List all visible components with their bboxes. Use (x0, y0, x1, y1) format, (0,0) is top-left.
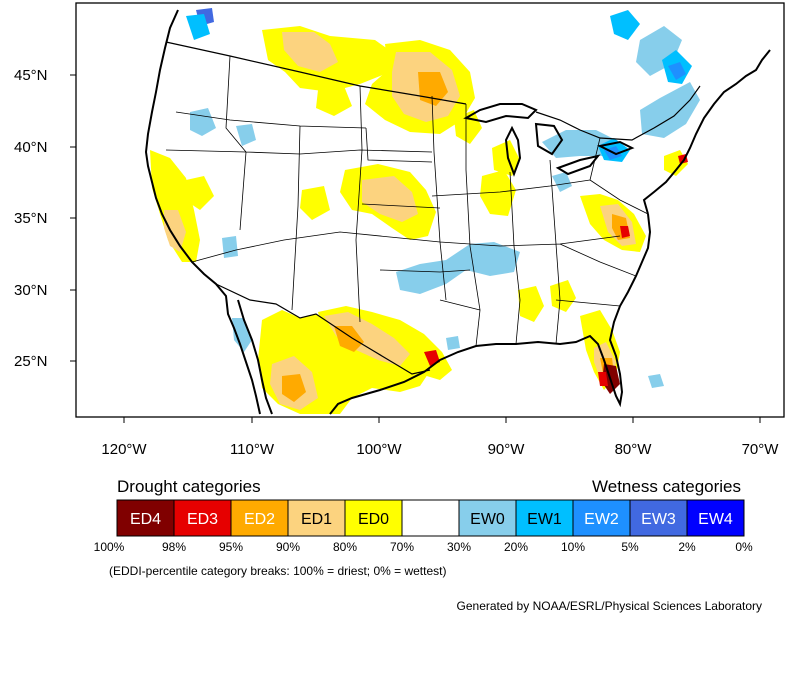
lon-label-80: 80°W (615, 441, 653, 458)
ed0-wyoming-spot (316, 86, 352, 116)
ew0-ohio-spot (552, 172, 572, 192)
lon-label-70: 70°W (742, 441, 780, 458)
ed0-michigan-spot (492, 140, 520, 176)
legend-label-ed2: ED2 (244, 511, 275, 528)
legend-break-label: 100% (94, 540, 125, 554)
legend-label-ed3: ED3 (187, 511, 218, 528)
ed0-california-region (150, 150, 200, 262)
lon-label-100: 100°W (356, 441, 402, 458)
legend-swatch-ew2 (572, 499, 631, 537)
ed0-missouri-spot (480, 170, 516, 216)
lat-label-25: 25°N (14, 353, 48, 370)
legend-swatch-ew4 (686, 499, 745, 537)
ed0-wisconsin-spot (454, 110, 482, 144)
baja-coastline (237, 299, 273, 415)
lat-label-30: 30°N (14, 282, 48, 299)
lat-label-45: 45°N (14, 67, 48, 84)
gulf-coastline (329, 213, 652, 415)
canada-border (165, 41, 701, 141)
ed0-colorado-spot (300, 186, 330, 220)
boundaries (144, 9, 771, 415)
ew1-canada-area (610, 10, 640, 40)
legend-swatch-ed1 (287, 499, 346, 537)
ew0-florida-spot (648, 374, 664, 388)
credit-text: Generated by NOAA/ESRL/Physical Sciences… (457, 599, 762, 613)
ew0-arkansas-area (396, 242, 520, 294)
lat-axis: 45°N 40°N 35°N 30°N 25°N (14, 67, 76, 370)
legend-swatch-ed0 (344, 499, 403, 537)
legend-swatch-ed2 (230, 499, 289, 537)
lat-label-40: 40°N (14, 139, 48, 156)
atlantic-coastline (642, 49, 771, 215)
ed1-plains-area (362, 176, 418, 222)
ed3-florida-spot (598, 372, 608, 386)
legend-swatch-ew1 (515, 499, 574, 537)
ed2-texas-area (334, 326, 364, 352)
ed1-montana-area (282, 32, 338, 72)
legend-swatch-ed3 (173, 499, 232, 537)
ed1-california-area (164, 210, 186, 252)
lon-axis: 120°W 110°W 100°W 90°W 80°W 70°W (101, 417, 779, 458)
ed3-virginia-spot (620, 226, 630, 238)
ed0-georgia-spot (550, 280, 576, 312)
lat-label-35: 35°N (14, 210, 48, 227)
lake-ontario (596, 140, 635, 156)
legend-label-ew3: EW3 (641, 511, 676, 528)
ed0-alabama-spot (518, 286, 544, 322)
legend-swatch-normal (401, 499, 460, 537)
category-note: (EDDI-percentile category breaks: 100% =… (109, 564, 446, 578)
ew0-utah-spot (236, 124, 256, 146)
mexico-border (215, 283, 431, 375)
legend-break-label: 0% (735, 540, 753, 554)
drought-heading: Drought categories (117, 477, 261, 496)
legend-swatch-ew0 (458, 499, 517, 537)
ew1-washington-spot (186, 14, 210, 40)
legend-break-label: 10% (561, 540, 585, 554)
legend-break-label: 90% (276, 540, 300, 554)
ew0-oklahoma-spot (424, 262, 440, 278)
ed1-texas-area (324, 312, 410, 366)
lon-label-120: 120°W (101, 441, 147, 458)
legend-break-label: 80% (333, 540, 357, 554)
legend-break-label: 70% (390, 540, 414, 554)
map-frame (75, 2, 785, 418)
ew0-arizona-spot (222, 236, 238, 258)
legend-label-ew1: EW1 (527, 511, 562, 528)
legend-label-ew2: EW2 (584, 511, 619, 528)
ed2-mexico-area (282, 374, 306, 402)
lon-label-110: 110°W (230, 441, 275, 458)
legend-break-label: 30% (447, 540, 471, 554)
map-content (144, 8, 771, 415)
lake-erie (555, 154, 601, 176)
wetness-heading: Wetness categories (592, 477, 741, 496)
legend-break-label: 5% (621, 540, 639, 554)
legend-breaks: 100% 98% 95% 90% 80% 70% 30% 20% 10% 5% 2% 0% (94, 540, 753, 554)
pacific-coastline (144, 9, 261, 415)
ew2-newengland-spot (668, 62, 686, 80)
state-lines (165, 55, 649, 347)
legend-label-ew0: EW0 (470, 511, 505, 528)
legend: Drought categories Wetness categories ED… (94, 477, 753, 578)
ew0-newengland-area (640, 82, 700, 138)
legend-break-label: 20% (504, 540, 528, 554)
lake-superior (463, 103, 538, 124)
legend-label-ed4: ED4 (130, 511, 161, 528)
legend-label-ed0: ED0 (358, 511, 389, 528)
legend-label-ew4: EW4 (698, 511, 733, 528)
legend-swatch-ed4 (116, 499, 175, 537)
legend-break-label: 98% (162, 540, 186, 554)
ed0-nevada-spot (186, 176, 214, 210)
legend-colorbar: ED4 ED3 ED2 ED1 ED0 EW0 EW1 EW2 EW3 EW4 (116, 499, 745, 537)
map-panel: 45°N 40°N 35°N 30°N 25°N 120°W 110°W 100… (14, 2, 785, 458)
lake-michigan (504, 125, 522, 177)
legend-label-ed1: ED1 (301, 511, 332, 528)
ew0-texas-coast-spot (446, 336, 460, 350)
legend-break-label: 95% (219, 540, 243, 554)
lake-huron (534, 122, 564, 156)
lon-label-90: 90°W (488, 441, 526, 458)
legend-break-label: 2% (678, 540, 696, 554)
